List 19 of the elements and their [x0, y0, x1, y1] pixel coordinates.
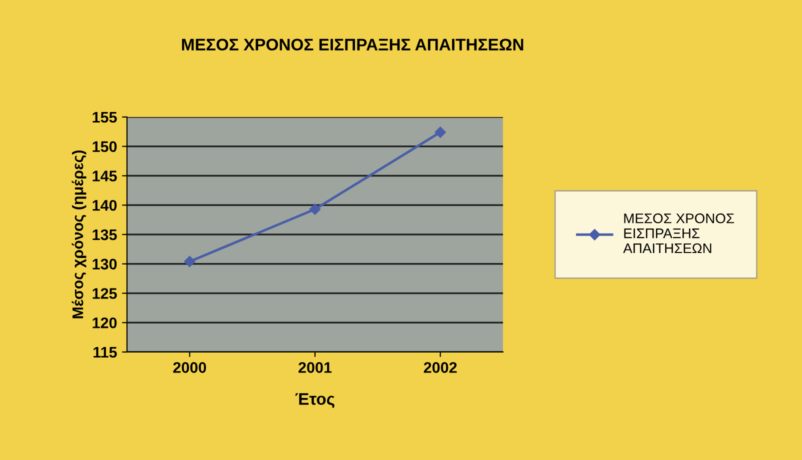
- y-tick-label: 145: [92, 170, 117, 182]
- chart-title: ΜΕΣΟΣ ΧΡΟΝΟΣ ΕΙΣΠΡΑΞΗΣ ΑΠΑΙΤΗΣΕΩΝ: [182, 38, 524, 50]
- y-axis-title: Μέσος χρόνος (ημέρες): [72, 150, 86, 318]
- point: [309, 204, 321, 215]
- y-tick-label: 135: [92, 229, 117, 240]
- x-tick-label: 2000: [173, 362, 206, 373]
- x-tick-label: 2002: [424, 362, 457, 373]
- legend-label: ΜΕΣΟΣ ΧΡΟΝΟΣ ΕΙΣΠΡΑΞΗΣ ΑΠΑΙΤΗΣΕΩΝ: [623, 213, 734, 254]
- y-tick-label: 155: [92, 112, 117, 123]
- x-tick-label: 2001: [298, 362, 332, 373]
- point: [434, 126, 446, 138]
- y-tick-label: 115: [94, 347, 117, 358]
- y-tick-label: 125: [92, 288, 117, 299]
- y-tick-label: 150: [92, 141, 117, 152]
- point: [184, 256, 196, 268]
- y-tick-label: 130: [92, 258, 117, 270]
- y-tick-label: 120: [92, 317, 117, 328]
- x-axis-title: Έτος: [295, 393, 334, 408]
- y-tick-label: 140: [92, 200, 117, 211]
